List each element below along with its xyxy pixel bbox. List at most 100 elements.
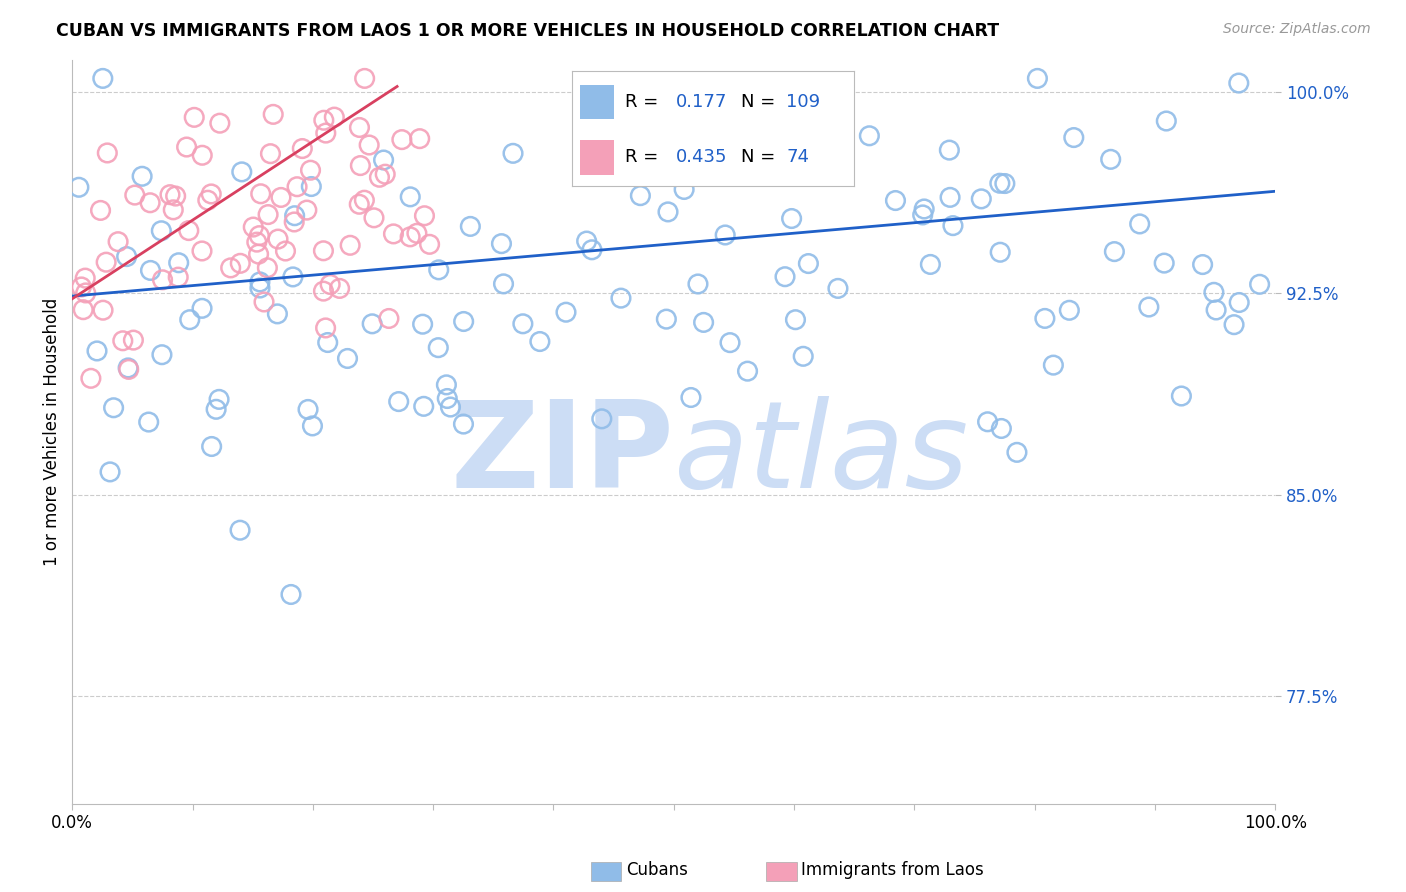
Point [231,165,253,179]
Point [378,311,401,326]
Point [792,349,814,363]
Point [179,312,201,326]
Point [828,144,851,158]
Point [920,257,942,271]
Point [80,371,103,385]
Point [382,227,405,241]
Point [990,421,1012,435]
Point [122,333,145,347]
Point [655,312,678,326]
Point [191,244,214,258]
Text: Cubans: Cubans [626,861,688,879]
Point [391,133,413,147]
Point [942,219,965,233]
Point [253,295,276,310]
Point [219,260,242,275]
Point [453,314,475,328]
Point [283,215,305,229]
Point [782,158,804,172]
Point [1059,303,1081,318]
Point [162,202,184,217]
Point [460,219,482,234]
Point [413,209,436,223]
Point [349,159,371,173]
Point [107,235,129,249]
Point [270,190,292,204]
Point [399,230,422,244]
Point [115,250,138,264]
Point [439,400,461,414]
Point [200,186,222,201]
Point [363,211,385,225]
Point [319,277,342,292]
Point [1005,445,1028,459]
Point [409,131,432,145]
Point [249,275,271,289]
Point [131,169,153,184]
Point [406,227,429,241]
Point [988,245,1011,260]
Point [247,247,270,261]
Point [284,209,307,223]
Point [301,418,323,433]
Point [453,417,475,431]
Point [167,256,190,270]
Point [692,315,714,329]
Point [285,179,308,194]
Point [201,440,224,454]
Point [1170,389,1192,403]
Point [329,281,352,295]
Point [412,317,434,331]
Point [976,415,998,429]
Point [96,255,118,269]
Point [259,146,281,161]
Text: Source: ZipAtlas.com: Source: ZipAtlas.com [1223,22,1371,37]
Point [124,188,146,202]
Point [165,189,187,203]
Point [281,269,304,284]
Point [315,126,337,140]
Point [780,211,803,226]
Point [86,343,108,358]
Point [1202,285,1225,300]
Point [229,256,252,270]
Point [1227,76,1250,90]
Point [339,238,361,252]
Point [229,523,252,537]
Point [388,394,411,409]
Point [1137,300,1160,314]
Point [399,190,422,204]
Point [191,148,214,162]
Point [492,277,515,291]
Point [75,285,97,300]
Point [111,334,134,348]
Point [266,307,288,321]
Point [1223,318,1246,332]
Point [312,244,335,258]
Point [159,187,181,202]
Point [591,412,613,426]
Point [312,113,335,128]
Point [359,138,381,153]
Point [1063,130,1085,145]
Point [529,334,551,349]
Point [858,128,880,143]
Y-axis label: 1 or more Vehicles in Household: 1 or more Vehicles in Household [44,298,60,566]
Point [797,256,820,270]
Point [575,234,598,248]
Point [316,335,339,350]
Text: CUBAN VS IMMIGRANTS FROM LAOS 1 OR MORE VEHICLES IN HOUSEHOLD CORRELATION CHART: CUBAN VS IMMIGRANTS FROM LAOS 1 OR MORE … [56,22,1000,40]
Point [349,120,371,135]
Point [610,291,633,305]
Point [1153,256,1175,270]
Point [491,236,513,251]
Point [436,392,458,406]
Point [434,377,457,392]
Point [628,188,651,202]
Point [1156,114,1178,128]
Point [555,305,578,319]
Point [150,348,173,362]
Point [686,277,709,291]
Point [91,303,114,318]
Point [177,223,200,237]
